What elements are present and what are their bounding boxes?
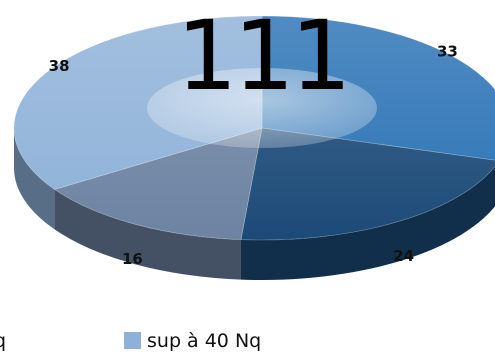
legend: q sup à 40 Nq [0,330,261,352]
slice-value-label: 33 [437,43,458,61]
slice-side-38 [13,128,55,230]
legend-label: q [0,330,6,352]
pie-sides [13,128,495,280]
legend-label: sup à 40 Nq [147,330,261,352]
slice-value-label: 16 [122,250,143,268]
legend-swatch [124,332,141,349]
slice-value-label: 38 [49,57,70,75]
slice-value-label: 24 [393,247,414,265]
slice-side-24 [240,166,495,280]
pie-tops [13,15,495,241]
center-highlight [147,68,377,148]
slice-labels: 33 24 16 38 [49,43,458,268]
slice-side-16 [54,189,241,280]
center-total-label: 111 [176,0,347,112]
